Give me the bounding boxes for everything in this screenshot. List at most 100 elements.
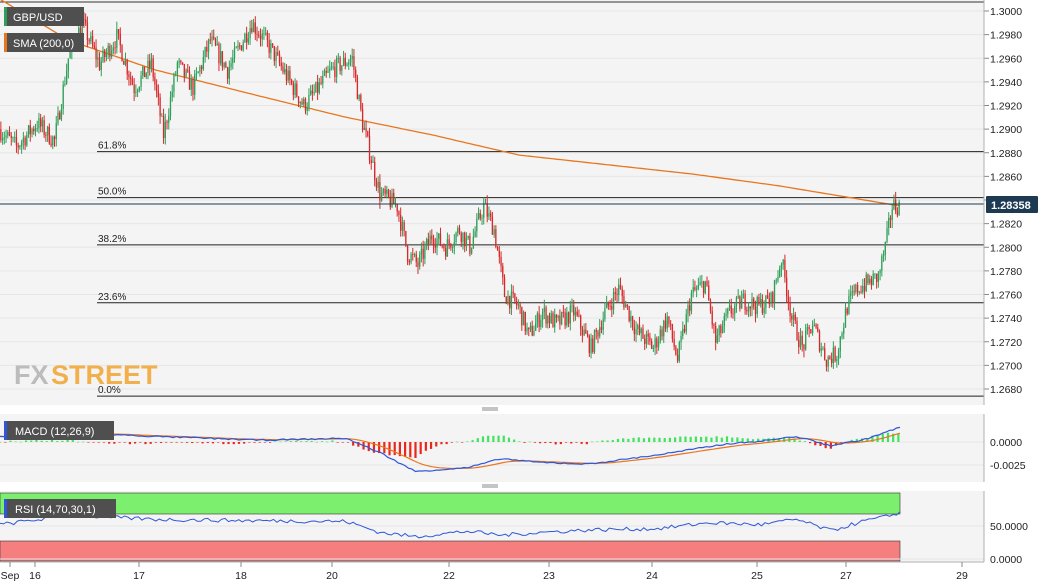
- macd-bar: [616, 438, 620, 442]
- fib-label: 50.0%: [98, 187, 126, 198]
- candle: [732, 308, 734, 319]
- macd-bar: [284, 441, 287, 442]
- candle: [223, 61, 225, 70]
- candle: [671, 323, 674, 343]
- candle: [367, 130, 369, 138]
- candle: [86, 16, 89, 48]
- candle: [678, 340, 680, 363]
- macd-bar: [97, 442, 100, 443]
- candle: [573, 299, 575, 322]
- candle: [545, 305, 547, 328]
- candle: [637, 323, 639, 336]
- candle: [187, 63, 189, 73]
- pane-resize-handle-2[interactable]: [0, 482, 1060, 491]
- candle: [316, 74, 319, 101]
- candle: [239, 42, 241, 50]
- candle: [400, 207, 402, 237]
- candle: [462, 232, 464, 250]
- symbol-legend[interactable]: GBP/USD: [4, 7, 84, 26]
- candle: [619, 277, 622, 290]
- candle: [609, 299, 611, 311]
- candle: [856, 282, 859, 297]
- macd-bar: [118, 442, 121, 443]
- candle: [128, 70, 130, 86]
- candle: [590, 333, 592, 359]
- macd-bar: [253, 442, 256, 443]
- candle: [574, 307, 577, 321]
- candle: [538, 305, 540, 333]
- macd-bar: [855, 438, 858, 442]
- candle: [775, 278, 777, 285]
- price-tick-label: 1.2960: [990, 53, 1022, 65]
- candle: [874, 273, 876, 279]
- rsi-tick-label: 0.0000: [990, 554, 1022, 566]
- macd-bar: [513, 439, 516, 442]
- macd-bar: [518, 441, 521, 442]
- macd-bar: [424, 442, 427, 451]
- macd-bar: [30, 440, 33, 442]
- candle: [1, 132, 4, 145]
- macd-bar: [248, 442, 251, 443]
- candle: [403, 219, 405, 237]
- macd-bar: [539, 442, 542, 444]
- macd-bar: [549, 442, 552, 444]
- macd-bar: [814, 442, 817, 446]
- candle: [323, 68, 326, 77]
- candle: [891, 204, 893, 229]
- sma-legend[interactable]: SMA (200,0): [4, 33, 84, 52]
- candle: [249, 20, 251, 45]
- candle: [240, 45, 243, 51]
- candle: [896, 207, 899, 218]
- macd-bar: [341, 442, 344, 443]
- candle: [512, 285, 514, 299]
- candle: [519, 301, 521, 315]
- candle: [834, 345, 836, 363]
- candle: [204, 46, 206, 63]
- candle: [469, 232, 471, 257]
- candle: [486, 195, 488, 223]
- macd-panel[interactable]: [0, 414, 984, 482]
- pane-resize-handle-1[interactable]: [0, 405, 1060, 414]
- candle: [306, 102, 308, 116]
- candle: [60, 103, 63, 122]
- macd-bar: [269, 442, 272, 443]
- candle: [131, 75, 134, 86]
- candle: [818, 329, 821, 353]
- candle: [43, 115, 45, 138]
- macd-legend[interactable]: MACD (12,26,9): [4, 421, 114, 440]
- macd-bar: [570, 442, 573, 444]
- candle: [169, 91, 172, 121]
- candle: [329, 60, 331, 79]
- candle: [287, 65, 289, 84]
- macd-bar: [196, 442, 199, 443]
- candle: [135, 84, 137, 98]
- candle: [315, 81, 317, 94]
- candle: [410, 252, 412, 265]
- candle: [626, 304, 629, 310]
- candle: [8, 126, 11, 137]
- candle: [140, 70, 142, 91]
- candle: [277, 45, 279, 57]
- candle: [884, 241, 886, 261]
- macd-bar: [326, 441, 329, 443]
- candle: [541, 308, 544, 328]
- candle: [235, 46, 237, 49]
- candle: [143, 66, 146, 78]
- candle: [576, 306, 578, 317]
- macd-bar: [487, 435, 490, 442]
- candle: [470, 247, 473, 255]
- candle: [318, 77, 320, 95]
- candle: [112, 41, 115, 55]
- macd-bar: [170, 442, 173, 443]
- candle: [740, 290, 743, 309]
- candle: [503, 274, 506, 298]
- candle: [59, 110, 61, 120]
- macd-bar: [71, 440, 74, 442]
- macd-bar: [580, 442, 583, 444]
- rsi-legend[interactable]: RSI (14,70,30,1): [4, 499, 116, 518]
- macd-bar: [175, 442, 178, 443]
- symbol-label: GBP/USD: [13, 12, 63, 24]
- macd-bar: [331, 440, 334, 442]
- candle: [7, 129, 9, 139]
